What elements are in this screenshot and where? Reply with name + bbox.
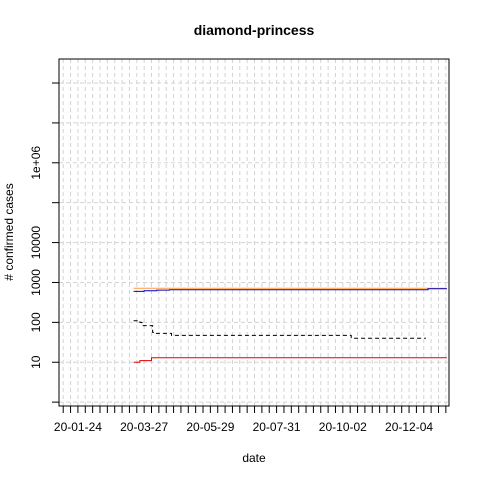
series-line-3 <box>133 357 447 363</box>
series-layer <box>133 287 447 363</box>
y-axis: 10 100 1000 10000 1e+06 <box>29 82 59 403</box>
chart-title: diamond-princess <box>194 22 315 38</box>
y-tick-label: 10000 <box>29 226 43 260</box>
x-tick-label: 20-07-31 <box>253 420 301 434</box>
x-tick-label: 20-12-04 <box>385 420 433 434</box>
x-tick-label: 20-03-27 <box>120 420 168 434</box>
plot-frame <box>58 58 450 407</box>
series-line-1 <box>133 288 447 292</box>
y-tick-label: 1000 <box>29 269 43 296</box>
x-tick-label: 20-05-29 <box>186 420 234 434</box>
y-tick-label: 1e+06 <box>29 146 43 180</box>
x-tick-label: 20-01-24 <box>54 420 102 434</box>
x-axis: 20-01-24 20-03-27 20-05-29 20-07-31 20-10-02… <box>54 406 447 434</box>
x-axis-label: date <box>242 451 266 465</box>
series-line-2 <box>133 320 426 339</box>
y-tick-label: 100 <box>29 312 43 332</box>
y-axis-label: # confirmed cases <box>2 183 16 280</box>
grid <box>59 59 449 406</box>
y-tick-label: 10 <box>29 355 43 369</box>
x-tick-label: 20-10-02 <box>319 420 367 434</box>
